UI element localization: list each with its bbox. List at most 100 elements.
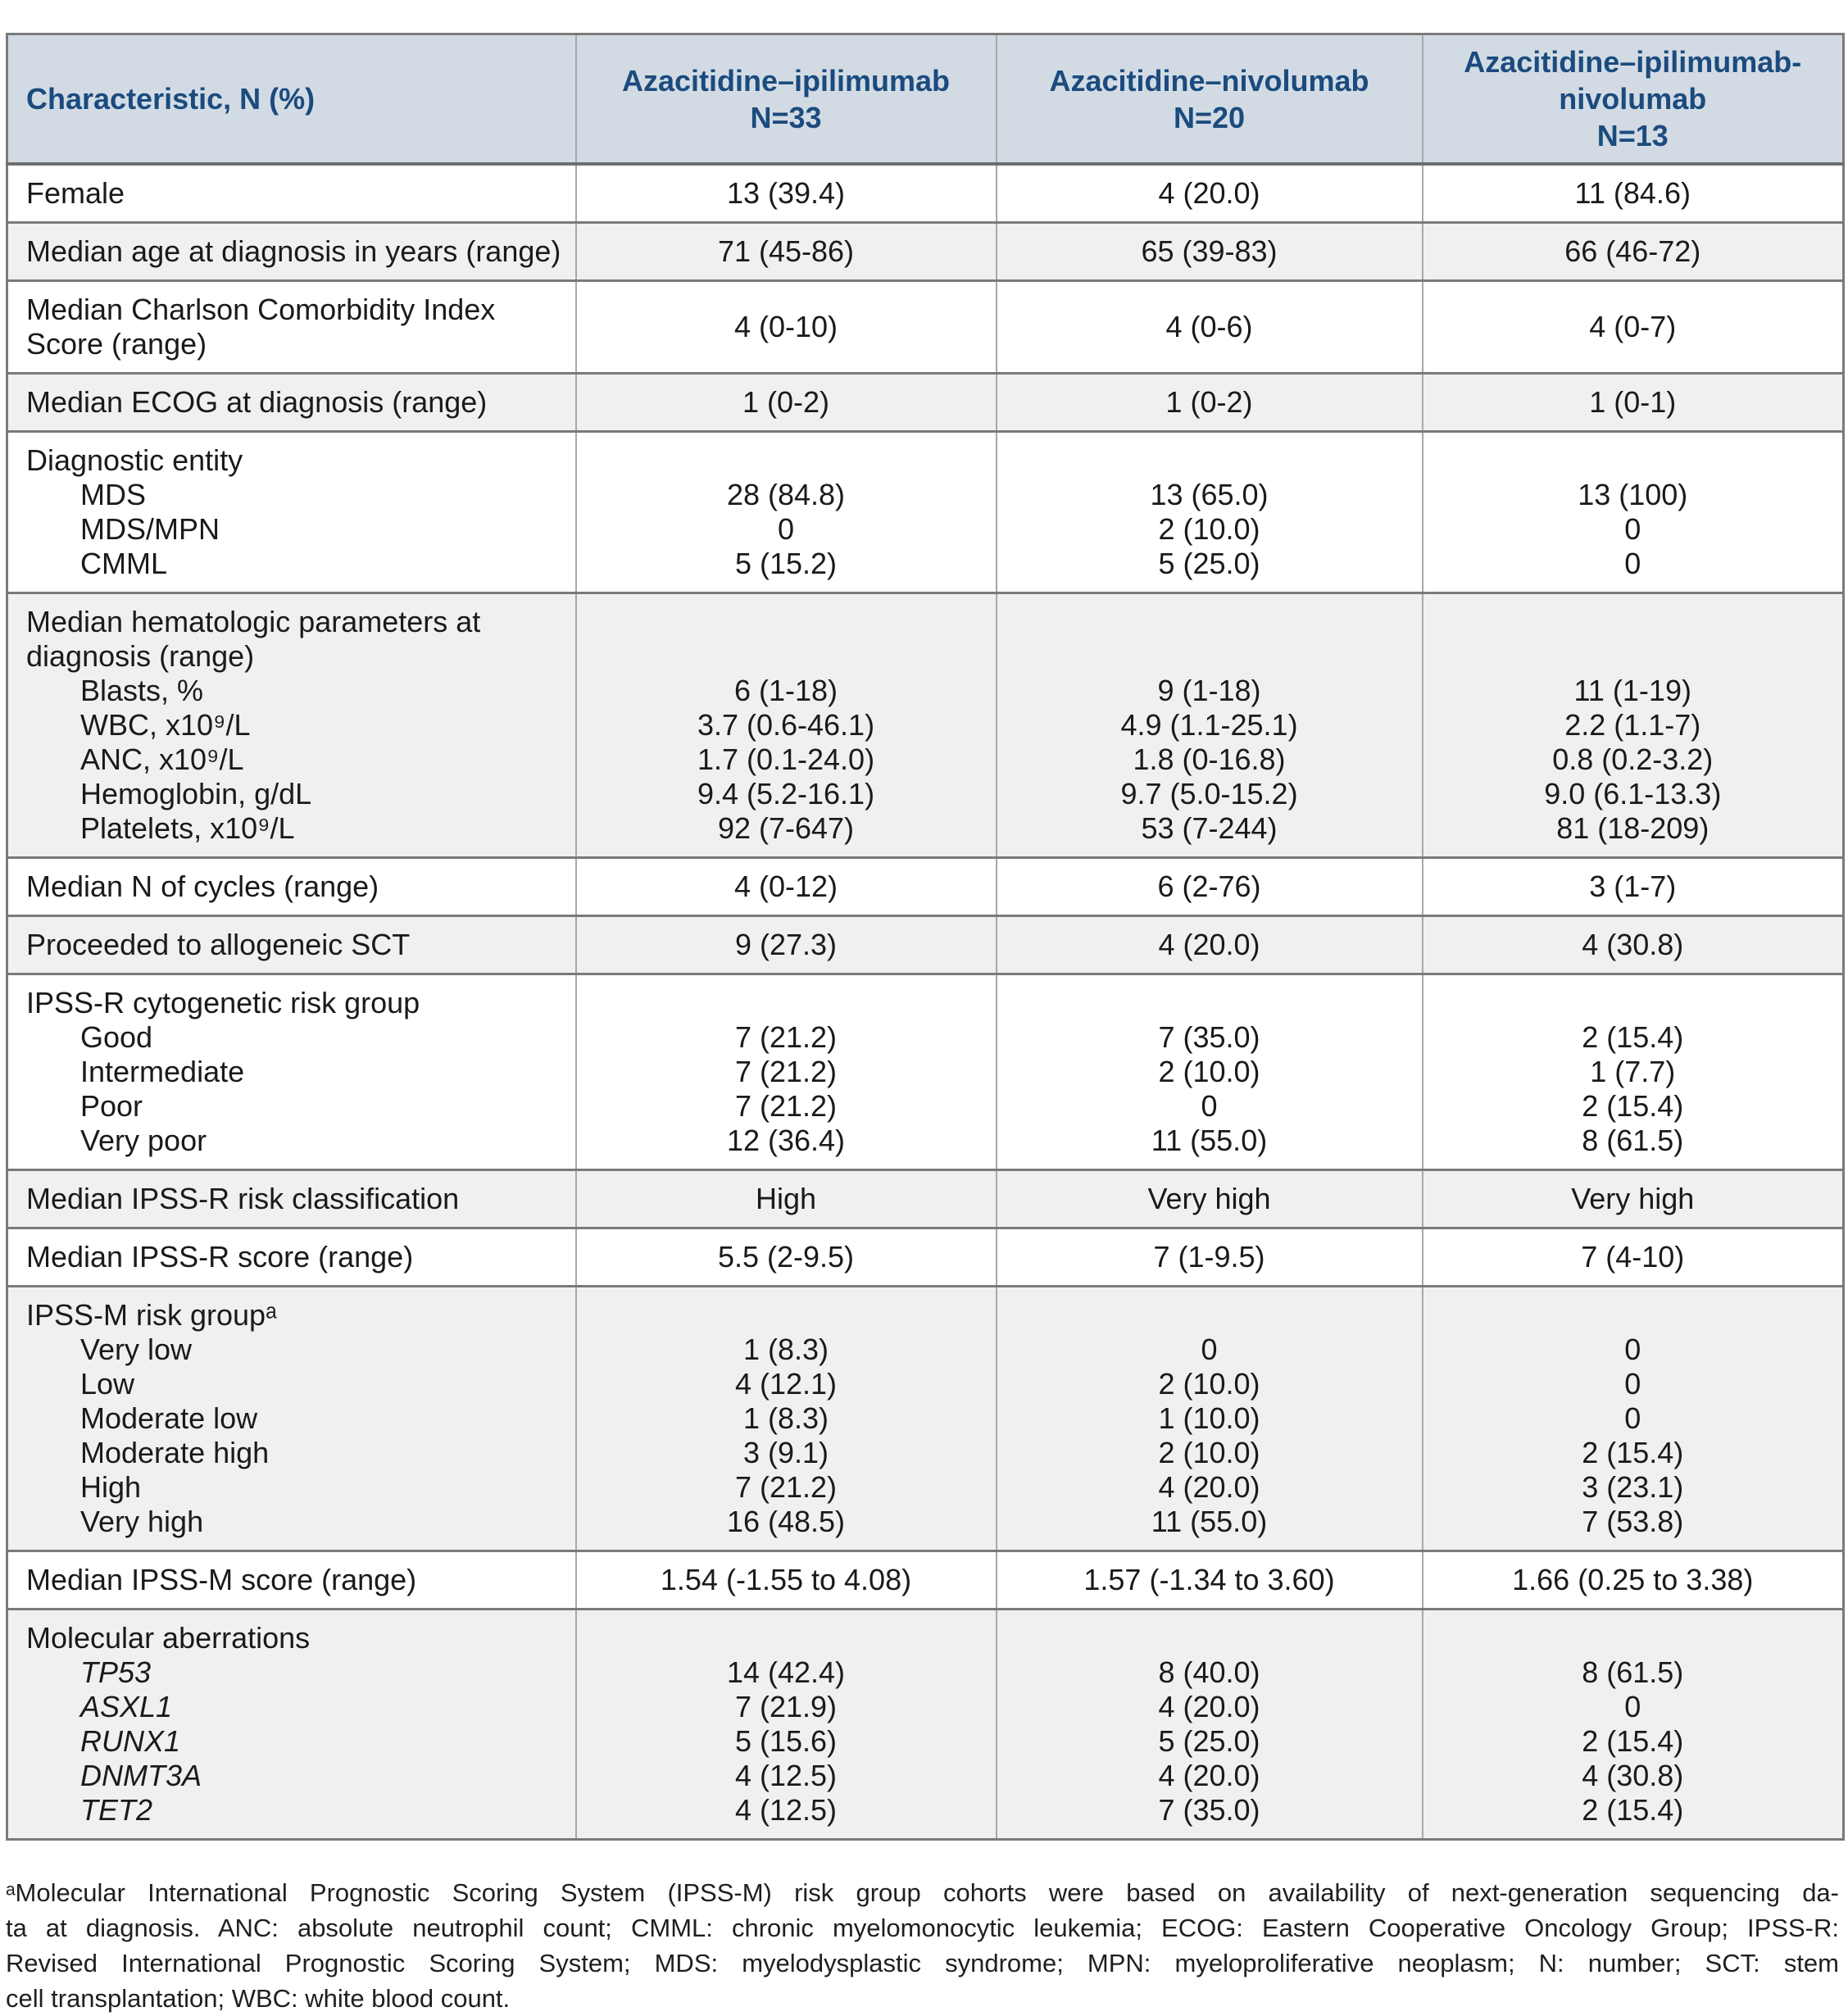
- subrow-label-cell: ASXL1: [7, 1690, 576, 1724]
- value-cell: 13 (39.4): [574, 162, 997, 223]
- table-subrow: ASXL1 7 (21.9) 4 (20.0) 0: [7, 1690, 1844, 1724]
- subrow-label-cell: MDS: [7, 478, 576, 512]
- value-cell: 0: [1421, 1333, 1844, 1367]
- subrow-label-cell: Low: [7, 1367, 576, 1401]
- value-cell: 11 (84.6): [1421, 162, 1844, 223]
- subrow-label-cell: WBC, x10⁹/L: [7, 708, 576, 742]
- value-cell: 13 (100): [1421, 478, 1844, 512]
- value-cell: 1 (0-2): [574, 372, 997, 432]
- footnote-line: cell transplantation; WBC: white blood c…: [6, 1984, 511, 2013]
- value-cell: 3 (9.1): [574, 1436, 997, 1470]
- value-cell: [1421, 592, 1844, 674]
- subrow-label-cell: Good: [7, 1020, 576, 1055]
- column-header-azacitidine-nivolumab: Azacitidine–nivolumab N=20: [995, 34, 1423, 166]
- table-body: Female 13 (39.4) 4 (20.0) 11 (84.6) Median a…: [7, 162, 1844, 1840]
- row-label-cell: Diagnostic entity: [7, 430, 576, 478]
- table-subrow: Very poor 12 (36.4) 11 (55.0) 8 (61.5): [7, 1124, 1844, 1170]
- value-cell: 92 (7-647): [574, 811, 997, 858]
- table-subrow: Intermediate 7 (21.2) 2 (10.0) 1 (7.7): [7, 1055, 1844, 1089]
- footnote-line: Revised International Prognostic Scoring…: [6, 1949, 1839, 1977]
- table-subrow: Very high 16 (48.5) 11 (55.0) 7 (53.8): [7, 1505, 1844, 1551]
- value-cell: 65 (39-83): [995, 221, 1423, 281]
- subrow-label-cell: High: [7, 1470, 576, 1505]
- value-cell: 1 (10.0): [995, 1401, 1423, 1436]
- value-cell: [574, 430, 997, 478]
- value-cell: 66 (46-72): [1421, 221, 1844, 281]
- subrow-label-cell: Very poor: [7, 1124, 576, 1170]
- value-cell: 3 (23.1): [1421, 1470, 1844, 1505]
- value-cell: 0: [1421, 1367, 1844, 1401]
- value-cell: [574, 592, 997, 674]
- value-cell: 7 (21.2): [574, 1020, 997, 1055]
- table-subrow: TET2 4 (12.5) 7 (35.0) 2 (15.4): [7, 1793, 1844, 1840]
- value-cell: 0: [1421, 1401, 1844, 1436]
- value-cell: 2 (10.0): [995, 1367, 1423, 1401]
- value-cell: 8 (61.5): [1421, 1655, 1844, 1690]
- characteristics-table: Characteristic, N (%) Azacitidine–ipilim…: [6, 33, 1845, 1841]
- value-cell: 28 (84.8): [574, 478, 997, 512]
- value-cell: [574, 973, 997, 1020]
- table-subrow: MDS 28 (84.8) 13 (65.0) 13 (100): [7, 478, 1844, 512]
- value-cell: 2 (10.0): [995, 1055, 1423, 1089]
- subrow-label-cell: ANC, x10⁹/L: [7, 742, 576, 777]
- subrow-label-cell: CMML: [7, 547, 576, 593]
- value-cell: 0: [995, 1089, 1423, 1124]
- table-subrow: MDS/MPN 0 2 (10.0) 0: [7, 512, 1844, 547]
- value-cell: 1.57 (-1.34 to 3.60): [995, 1550, 1423, 1610]
- subrow-label-cell: Poor: [7, 1089, 576, 1124]
- subrow-label-cell: Hemoglobin, g/dL: [7, 777, 576, 811]
- value-cell: 4 (20.0): [995, 1690, 1423, 1724]
- value-cell: 4.9 (1.1-25.1): [995, 708, 1423, 742]
- value-cell: 4 (0-10): [574, 279, 997, 374]
- value-cell: 1 (0-1): [1421, 372, 1844, 432]
- subrow-label-cell: Moderate low: [7, 1401, 576, 1436]
- value-cell: 1.54 (-1.55 to 4.08): [574, 1550, 997, 1610]
- subrow-label-cell: Very low: [7, 1333, 576, 1367]
- table-subrow: Moderate low 1 (8.3) 1 (10.0) 0: [7, 1401, 1844, 1436]
- value-cell: 53 (7-244): [995, 811, 1423, 858]
- value-cell: 4 (30.8): [1421, 915, 1844, 974]
- value-cell: 1 (8.3): [574, 1333, 997, 1367]
- footnote-line: ᵃMolecular International Prognostic Scor…: [6, 1878, 1839, 1907]
- value-cell: 7 (35.0): [995, 1020, 1423, 1055]
- value-cell: 1 (0-2): [995, 372, 1423, 432]
- value-cell: 9.4 (5.2-16.1): [574, 777, 997, 811]
- table-row: Proceeded to allogeneic SCT 9 (27.3) 4 (20…: [7, 915, 1844, 974]
- value-cell: 2 (10.0): [995, 512, 1423, 547]
- value-cell: 4 (0-7): [1421, 279, 1844, 374]
- value-cell: 4 (12.5): [574, 1793, 997, 1840]
- value-cell: 1.66 (0.25 to 3.38): [1421, 1550, 1844, 1610]
- footnote: ᵃMolecular International Prognostic Scor…: [6, 1875, 1839, 2016]
- value-cell: [1421, 1608, 1844, 1655]
- value-cell: 1 (7.7): [1421, 1055, 1844, 1089]
- value-cell: 7 (4-10): [1421, 1227, 1844, 1287]
- value-cell: [995, 1285, 1423, 1333]
- table-subrow: WBC, x10⁹/L 3.7 (0.6-46.1) 4.9 (1.1-25.1) 2…: [7, 708, 1844, 742]
- value-cell: 4 (0-6): [995, 279, 1423, 374]
- column-header-characteristic: Characteristic, N (%): [7, 34, 576, 166]
- value-cell: 2 (15.4): [1421, 1724, 1844, 1759]
- value-cell: [995, 592, 1423, 674]
- table-row: Female 13 (39.4) 4 (20.0) 11 (84.6): [7, 162, 1844, 223]
- value-cell: 7 (53.8): [1421, 1505, 1844, 1551]
- subrow-label-cell: TET2: [7, 1793, 576, 1840]
- value-cell: 5 (25.0): [995, 547, 1423, 593]
- value-cell: Very high: [995, 1169, 1423, 1228]
- value-cell: 7 (21.9): [574, 1690, 997, 1724]
- table-subrow: Poor 7 (21.2) 0 2 (15.4): [7, 1089, 1844, 1124]
- value-cell: [1421, 430, 1844, 478]
- value-cell: 0: [574, 512, 997, 547]
- value-cell: Very high: [1421, 1169, 1844, 1228]
- value-cell: 4 (20.0): [995, 1759, 1423, 1793]
- table-subrow: CMML 5 (15.2) 5 (25.0) 0: [7, 547, 1844, 593]
- table-row: Median Charlson Comorbidity Index Score …: [7, 279, 1844, 374]
- column-header-azacitidine-ipilimumab: Azacitidine–ipilimumab N=33: [574, 34, 997, 166]
- value-cell: 0: [1421, 1690, 1844, 1724]
- value-cell: 5.5 (2-9.5): [574, 1227, 997, 1287]
- row-label-cell: Median N of cycles (range): [7, 856, 576, 916]
- value-cell: 6 (2-76): [995, 856, 1423, 916]
- value-cell: 11 (1-19): [1421, 674, 1844, 708]
- value-cell: 13 (65.0): [995, 478, 1423, 512]
- value-cell: 0: [995, 1333, 1423, 1367]
- value-cell: 2.2 (1.1-7): [1421, 708, 1844, 742]
